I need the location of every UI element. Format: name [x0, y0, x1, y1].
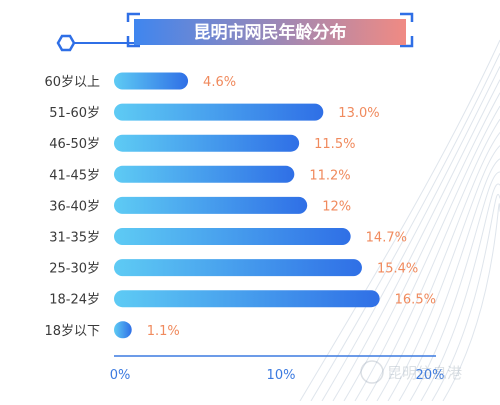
bars-group	[114, 72, 380, 339]
category-label: 25-30岁	[49, 262, 100, 277]
watermark-text: 昆明信息港	[387, 364, 462, 382]
watermark: 昆明信息港	[360, 360, 462, 384]
category-label: 36-40岁	[49, 199, 100, 214]
x-axis: 0% 10% 20%	[110, 355, 445, 383]
category-label: 60岁以上	[44, 75, 100, 90]
frame-corner-top-left	[126, 12, 140, 22]
swoosh-line	[442, 203, 500, 402]
hexagon-icon	[56, 34, 76, 52]
category-label: 18岁以下	[44, 324, 100, 339]
bar	[114, 290, 380, 308]
watermark-logo-icon	[360, 360, 384, 384]
value-label: 16.5%	[395, 293, 436, 308]
value-label: 1.1%	[147, 324, 180, 339]
bar	[114, 228, 351, 245]
frame-corner-bottom-right	[400, 36, 414, 48]
x-tick-label: 10%	[267, 368, 296, 383]
swoosh-line	[343, 92, 500, 402]
value-labels: 4.6% 13.0% 11.5% 11.2% 12% 14.7% 15.4% 16.5% 1.1…	[147, 75, 436, 339]
value-label: 11.2%	[309, 168, 350, 183]
value-label: 4.6%	[203, 75, 236, 90]
bar	[114, 196, 308, 214]
swoosh-line	[321, 66, 500, 402]
bar	[114, 165, 295, 183]
category-label: 41-45岁	[49, 168, 100, 183]
bar	[114, 259, 362, 277]
bar	[114, 103, 324, 121]
category-label: 18-24岁	[49, 293, 100, 308]
swoosh-line	[431, 194, 500, 402]
swoosh-line	[299, 39, 500, 402]
swoosh-line	[354, 105, 500, 402]
swoosh-line	[332, 79, 500, 402]
category-label: 31-35岁	[49, 231, 100, 246]
category-label: 51-60岁	[49, 106, 100, 121]
title-banner	[134, 19, 406, 45]
x-tick-label: 0%	[110, 368, 131, 383]
swoosh-line	[310, 52, 500, 402]
title-frame: 昆明市网民年龄分布	[56, 12, 414, 52]
value-label: 12%	[322, 199, 351, 214]
bar	[114, 72, 189, 90]
frame-corner-bottom-left	[126, 36, 140, 48]
bar	[114, 134, 300, 152]
category-label: 46-50岁	[49, 137, 100, 152]
swoosh-line	[420, 183, 500, 402]
chart-title: 昆明市网民年龄分布	[194, 22, 347, 43]
value-label: 13.0%	[338, 106, 379, 121]
category-labels: 60岁以上 51-60岁 46-50岁 41-45岁 36-40岁 31-35岁 25-30…	[44, 75, 100, 339]
value-label: 15.4%	[377, 262, 418, 277]
swoosh-line	[409, 171, 500, 402]
swoosh-line	[365, 118, 500, 402]
value-label: 11.5%	[314, 137, 355, 152]
value-label: 14.7%	[366, 231, 407, 246]
frame-corner-top-right	[400, 12, 414, 22]
swoosh-line	[398, 158, 500, 402]
bar	[114, 321, 132, 339]
background-swoosh-lines	[299, 39, 500, 402]
swoosh-line	[387, 145, 500, 402]
swoosh-line	[376, 132, 500, 402]
x-tick-label: 20%	[416, 368, 445, 383]
